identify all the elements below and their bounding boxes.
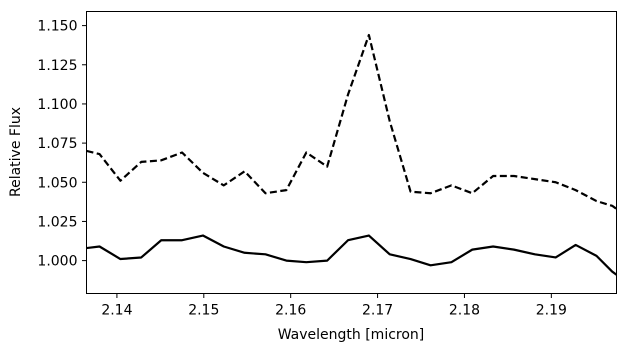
y-tick-label: 1.100: [37, 97, 77, 113]
y-tick-label: 1.050: [37, 175, 77, 191]
x-axis-label: Wavelength [micron]: [278, 327, 425, 343]
y-tick-label: 1.075: [37, 136, 77, 152]
y-axis: 1.000 1.025 1.050 1.075 1.100 1.125 1.150: [37, 19, 87, 270]
y-tick-label: 1.125: [37, 58, 77, 74]
y-tick-label: 1.150: [37, 19, 77, 35]
y-tick-label: 1.025: [37, 214, 77, 230]
x-tick-label: 2.15: [188, 303, 219, 319]
x-tick-label: 2.16: [275, 303, 306, 319]
x-tick-label: 2.18: [449, 303, 480, 319]
x-tick-label: 2.17: [362, 303, 393, 319]
solid-series-line: [86, 234, 617, 276]
y-tick-label: 1.000: [37, 254, 77, 270]
x-axis: 2.14 2.15 2.16 2.17 2.18 2.19: [101, 293, 567, 319]
y-axis-label: Relative Flux: [8, 107, 24, 197]
plot-area: [86, 33, 617, 276]
x-tick-label: 2.14: [101, 303, 132, 319]
plot-frame: [86, 11, 617, 294]
dashed-series-line: [86, 33, 617, 210]
x-tick-label: 2.19: [536, 303, 567, 319]
